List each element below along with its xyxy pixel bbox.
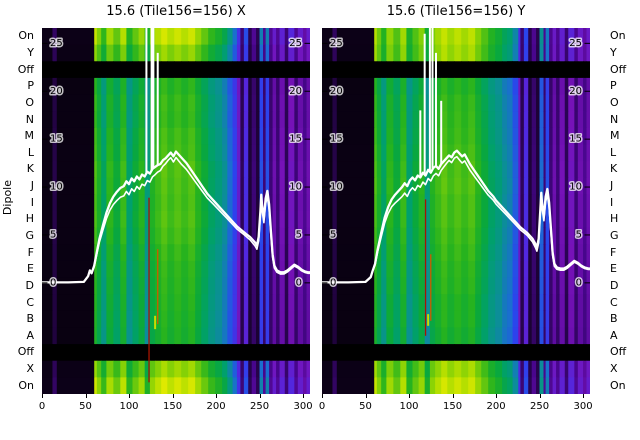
x-tick-mark (42, 394, 43, 398)
dipole-label: Y (610, 45, 617, 59)
dipole-label: E (27, 262, 34, 276)
heatmap-panel-y (322, 28, 590, 394)
dipole-label: A (26, 328, 34, 342)
dipole-label: J (610, 179, 614, 193)
x-tick-mark (539, 394, 541, 398)
dipole-label: O (610, 95, 619, 109)
x-tick-label: 300 (293, 401, 313, 412)
dipole-label: B (610, 312, 618, 326)
dipole-label: B (26, 312, 34, 326)
x-tick-mark (259, 394, 261, 398)
dipole-label: Off (17, 345, 34, 359)
dipole-label: Off (610, 62, 627, 76)
x-tick-mark (129, 394, 130, 398)
x-tick-mark (172, 394, 174, 398)
dipole-label: X (610, 362, 618, 376)
dipole-label: Off (17, 62, 34, 76)
x-tick-label: 150 (442, 401, 463, 412)
dipole-label: I (30, 195, 34, 209)
dipole-label: H (25, 212, 34, 226)
panel-title-y: 15.6 (Tile156=156) Y (386, 4, 526, 19)
dipole-label: K (26, 162, 34, 176)
dipole-label: Off (610, 345, 627, 359)
dipole-labels-left: On Y Off P O N M L K J I H G F E D C B A Off X On (0, 0, 38, 440)
x-tick-mark (365, 394, 367, 398)
dipole-label: On (18, 29, 34, 43)
x-tick-label: 150 (162, 401, 183, 412)
dipole-label: Y (27, 45, 34, 59)
x-tick-label: 200 (486, 401, 506, 412)
x-tick-mark (583, 394, 585, 398)
dipole-label: C (610, 295, 618, 309)
x-tick-label: 200 (206, 401, 226, 412)
dipole-label: D (610, 278, 619, 292)
x-tick-label: 0 (38, 401, 46, 412)
dipole-label: N (610, 112, 619, 126)
x-tick-label: 100 (119, 401, 139, 412)
dipole-label: G (25, 228, 34, 242)
dipole-label: L (27, 145, 34, 159)
x-tick-mark (322, 394, 323, 398)
dipole-label: H (610, 212, 619, 226)
dipole-label: X (26, 362, 34, 376)
dipole-label: D (25, 278, 34, 292)
x-tick-mark (452, 394, 454, 398)
panel-title-x: 15.6 (Tile156=156) X (106, 4, 246, 19)
dipole-label: G (610, 228, 619, 242)
dipole-label: F (27, 245, 34, 259)
x-tick-label: 0 (318, 401, 326, 412)
dipole-label: M (24, 129, 35, 143)
dipole-label: I (610, 195, 614, 209)
x-tick-label: 50 (359, 401, 372, 412)
dipole-label: F (610, 245, 617, 259)
x-tick-mark (85, 394, 87, 398)
x-tick-label: 100 (399, 401, 419, 412)
x-tick-mark (496, 394, 498, 398)
dipole-label: O (25, 95, 34, 109)
dipole-label: M (610, 129, 620, 143)
dipole-label: A (610, 328, 618, 342)
dipole-label: On (18, 378, 34, 392)
x-tick-label: 300 (573, 401, 593, 412)
dipole-labels-right: On Y Off P O N M L K J I H G F E D C B A Off X On (608, 0, 640, 440)
heatmap-panel-x (42, 28, 310, 394)
dipole-label: On (610, 378, 626, 392)
x-tick-mark (216, 394, 218, 398)
x-tick-mark (409, 394, 410, 398)
dipole-label: N (25, 112, 34, 126)
dipole-label: K (610, 162, 618, 176)
x-tick-mark (303, 394, 305, 398)
x-tick-label: 250 (529, 401, 550, 412)
x-tick-label: 250 (249, 401, 270, 412)
dipole-label: On (610, 29, 626, 43)
dipole-label: E (610, 262, 617, 276)
dipole-label: J (30, 179, 34, 193)
dipole-label: C (26, 295, 34, 309)
dipole-label: L (610, 145, 617, 159)
x-tick-label: 50 (79, 401, 92, 412)
dipole-label: P (610, 79, 617, 93)
dipole-label: P (27, 79, 34, 93)
